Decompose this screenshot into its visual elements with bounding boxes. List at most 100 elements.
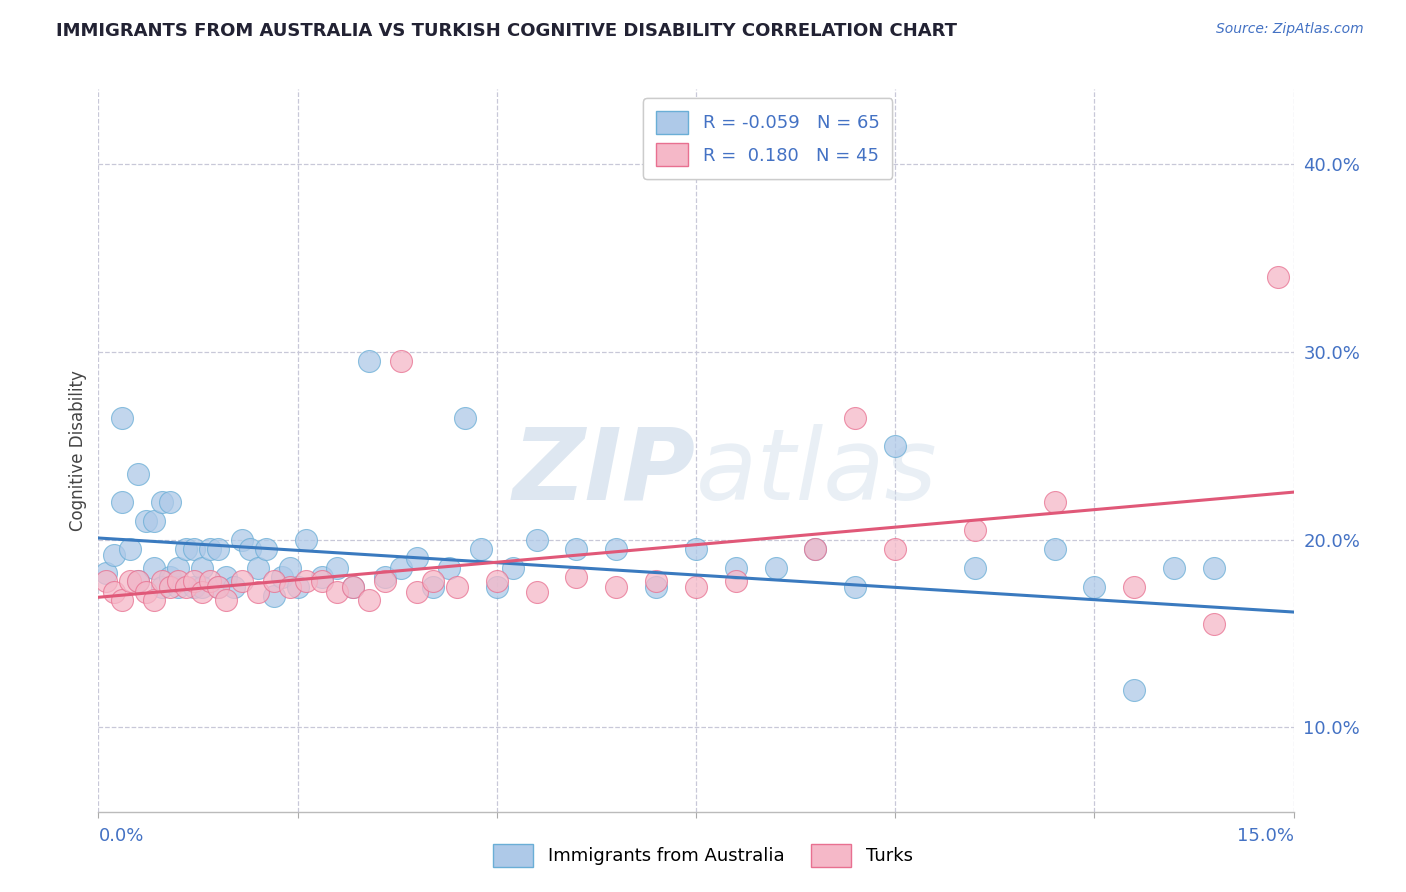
Point [804,541,827,556]
Point [198,541,221,556]
Point [103,548,125,562]
Point [150,580,173,594]
Point [389,354,412,368]
Point [135,514,157,528]
Point [215,570,238,584]
Point [359,592,381,607]
Point [246,560,269,574]
Point [605,580,627,594]
Point [374,574,396,588]
Point [270,570,292,584]
Text: Source: ZipAtlas.com: Source: ZipAtlas.com [1216,22,1364,37]
Point [96,566,118,581]
Point [246,585,269,599]
Point [150,574,173,588]
Point [406,585,429,599]
Point [884,439,907,453]
Point [135,585,157,599]
Point [389,560,412,574]
Point [207,541,229,556]
Point [159,495,181,509]
Point [342,580,364,594]
Point [222,580,245,594]
Point [437,560,460,574]
Point [605,541,627,556]
Point [326,585,349,599]
Point [724,560,747,574]
Point [804,541,827,556]
Point [454,410,477,425]
Point [278,560,301,574]
Point [167,580,190,594]
Point [263,589,285,603]
Point [844,410,866,425]
Y-axis label: Cognitive Disability: Cognitive Disability [69,370,87,531]
Point [263,574,285,588]
Point [884,541,907,556]
Point [374,570,396,584]
Point [685,580,707,594]
Point [278,580,301,594]
Point [191,580,214,594]
Point [526,533,548,547]
Point [422,580,444,594]
Point [1202,617,1225,632]
Legend: Immigrants from Australia, Turks: Immigrants from Australia, Turks [486,837,920,874]
Point [1123,682,1146,697]
Text: 15.0%: 15.0% [1236,827,1294,845]
Point [207,580,229,594]
Point [120,574,142,588]
Point [167,560,190,574]
Point [326,560,349,574]
Point [645,574,668,588]
Point [1123,580,1146,594]
Point [183,574,205,588]
Point [565,541,588,556]
Point [359,354,381,368]
Point [963,560,986,574]
Point [191,560,214,574]
Point [167,574,190,588]
Point [1043,541,1066,556]
Point [103,585,125,599]
Point [724,574,747,588]
Point [294,574,316,588]
Point [963,523,986,537]
Point [311,570,333,584]
Point [239,541,262,556]
Text: IMMIGRANTS FROM AUSTRALIA VS TURKISH COGNITIVE DISABILITY CORRELATION CHART: IMMIGRANTS FROM AUSTRALIA VS TURKISH COG… [56,22,957,40]
Point [470,541,492,556]
Point [502,560,524,574]
Point [127,467,149,481]
Text: atlas: atlas [696,424,938,521]
Point [342,580,364,594]
Point [143,592,166,607]
Point [1267,269,1289,284]
Point [1163,560,1185,574]
Point [1267,833,1289,847]
Point [127,574,149,588]
Point [191,585,214,599]
Point [645,580,668,594]
Point [159,570,181,584]
Point [215,592,238,607]
Point [111,410,134,425]
Point [143,560,166,574]
Point [1083,580,1105,594]
Point [159,580,181,594]
Point [174,580,197,594]
Legend: R = -0.059   N = 65, R =  0.180   N = 45: R = -0.059 N = 65, R = 0.180 N = 45 [643,98,893,179]
Point [174,541,197,556]
Point [422,574,444,588]
Point [198,574,221,588]
Point [231,533,253,547]
Point [111,495,134,509]
Point [446,580,468,594]
Point [765,560,787,574]
Point [1202,560,1225,574]
Point [287,580,309,594]
Point [127,574,149,588]
Point [183,541,205,556]
Point [485,580,508,594]
Point [183,580,205,594]
